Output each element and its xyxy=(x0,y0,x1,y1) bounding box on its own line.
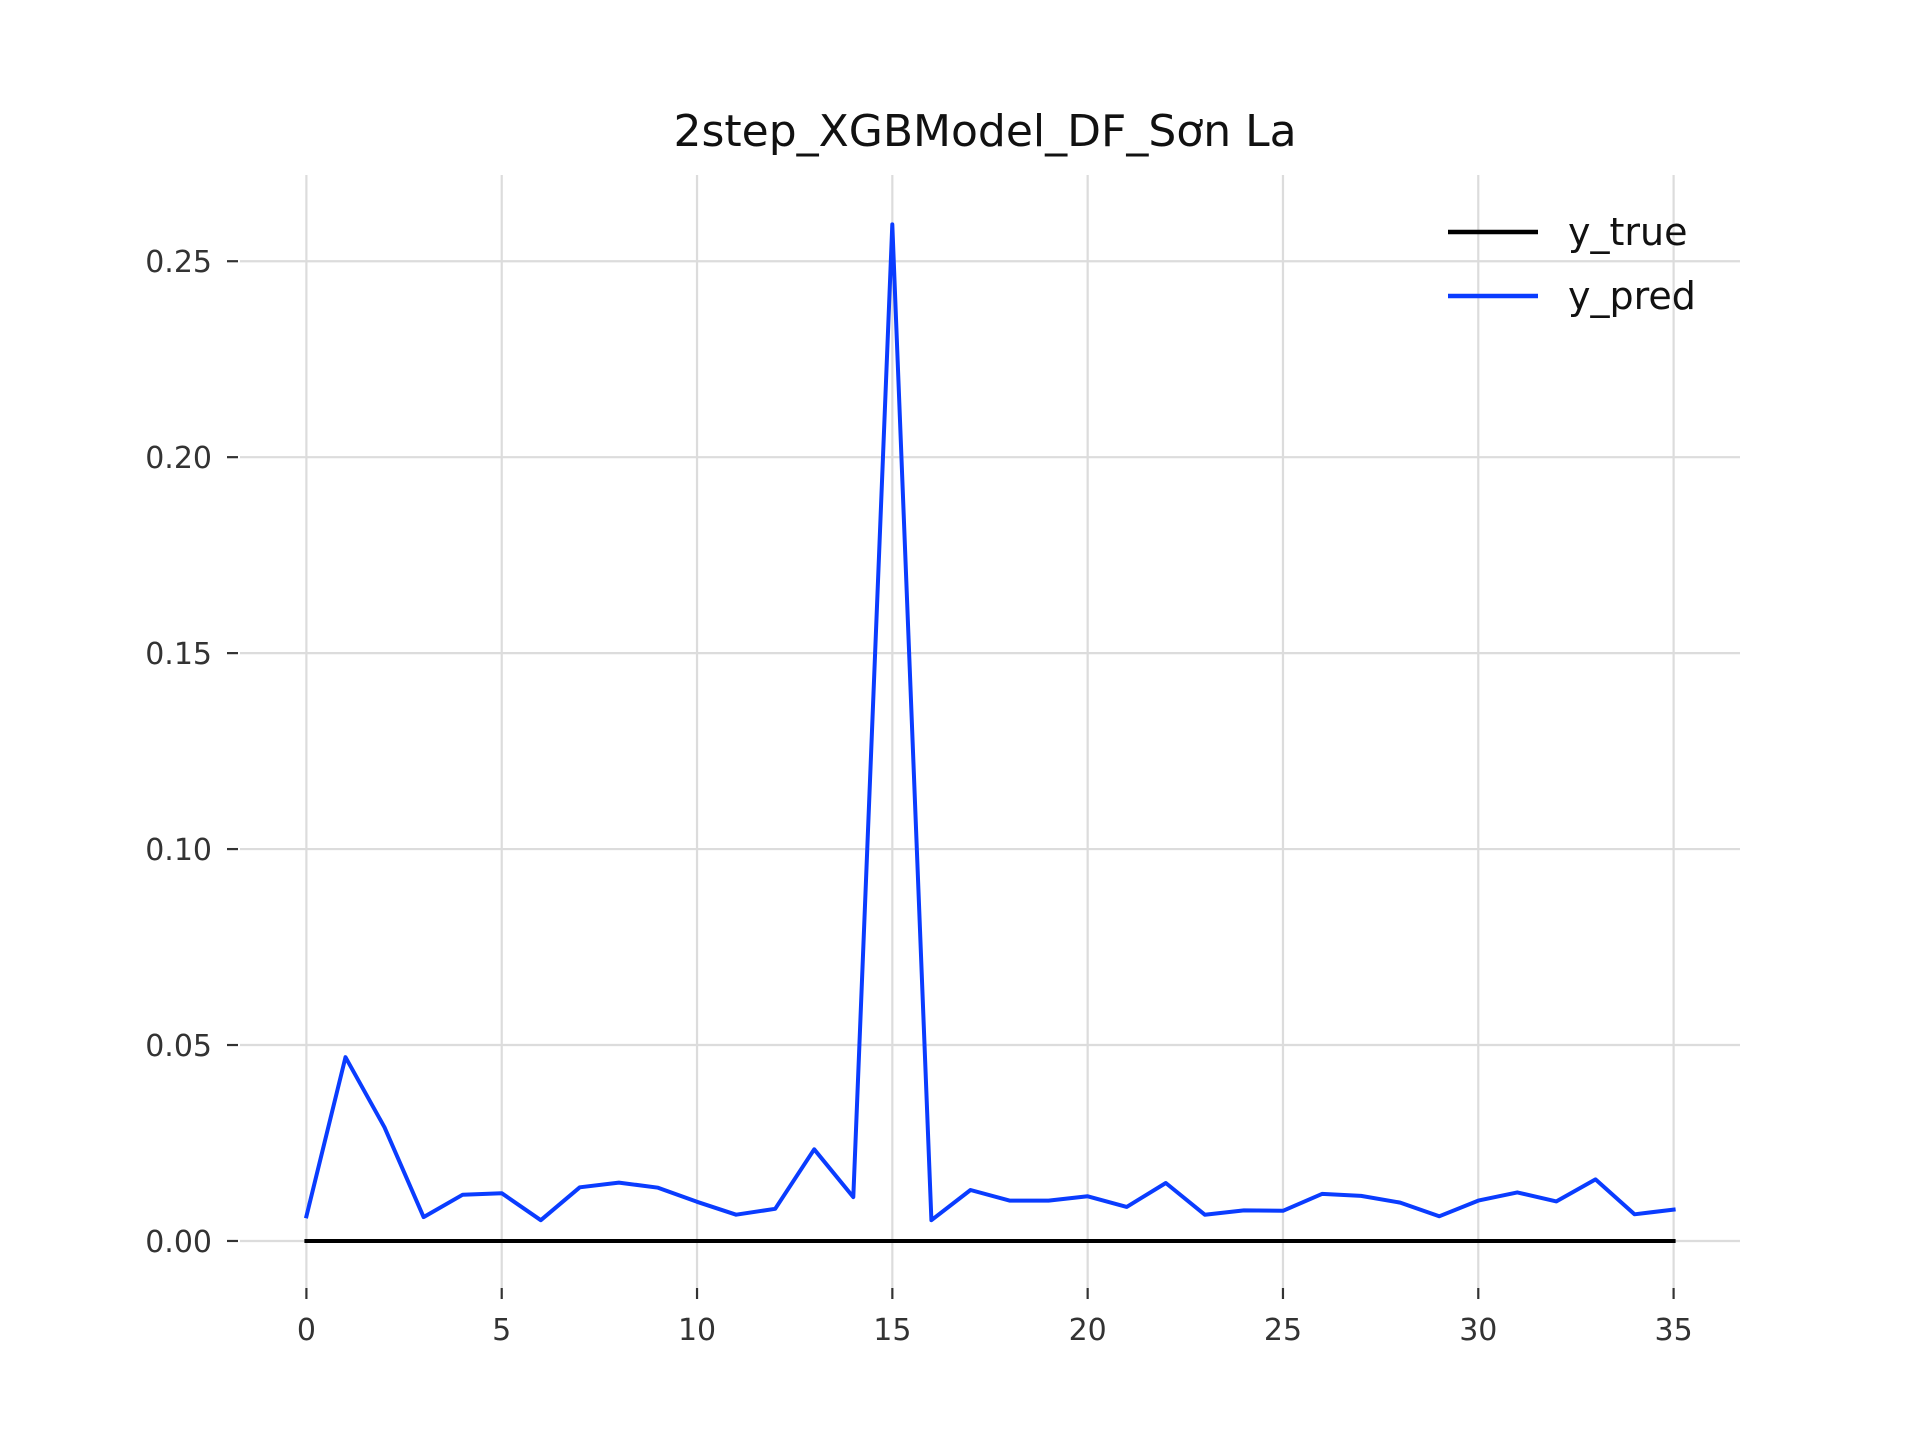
x-tick-label: 25 xyxy=(1264,1313,1302,1348)
y-tick-label: 0.00 xyxy=(145,1225,212,1260)
x-tick-label: 20 xyxy=(1069,1313,1107,1348)
series-group xyxy=(303,222,1676,1243)
series-line-y-pred xyxy=(303,222,1676,1223)
legend-label-y-pred: y_pred xyxy=(1568,274,1696,318)
x-tick-label: 15 xyxy=(873,1313,911,1348)
x-tick-label: 30 xyxy=(1459,1313,1497,1348)
x-axis: 0 5 10 15 20 25 30 35 xyxy=(297,1288,1693,1348)
y-tick-label: 0.15 xyxy=(145,637,212,672)
y-tick-label: 0.05 xyxy=(145,1029,212,1064)
y-tick-label: 0.20 xyxy=(145,441,212,476)
y-tick-label: 0.25 xyxy=(145,245,212,280)
grid xyxy=(240,175,1740,1288)
x-tick-label: 5 xyxy=(492,1313,511,1348)
x-tick-label: 35 xyxy=(1655,1313,1693,1348)
x-tick-label: 10 xyxy=(678,1313,716,1348)
y-tick-label: 0.10 xyxy=(145,833,212,868)
y-axis: 0.00 0.05 0.10 0.15 0.20 0.25 xyxy=(145,245,238,1260)
chart-title: 2step_XGBModel_DF_Sơn La xyxy=(673,106,1296,157)
x-tick-label: 0 xyxy=(297,1313,316,1348)
legend: y_true y_pred xyxy=(1448,210,1696,318)
legend-label-y-true: y_true xyxy=(1568,210,1687,254)
